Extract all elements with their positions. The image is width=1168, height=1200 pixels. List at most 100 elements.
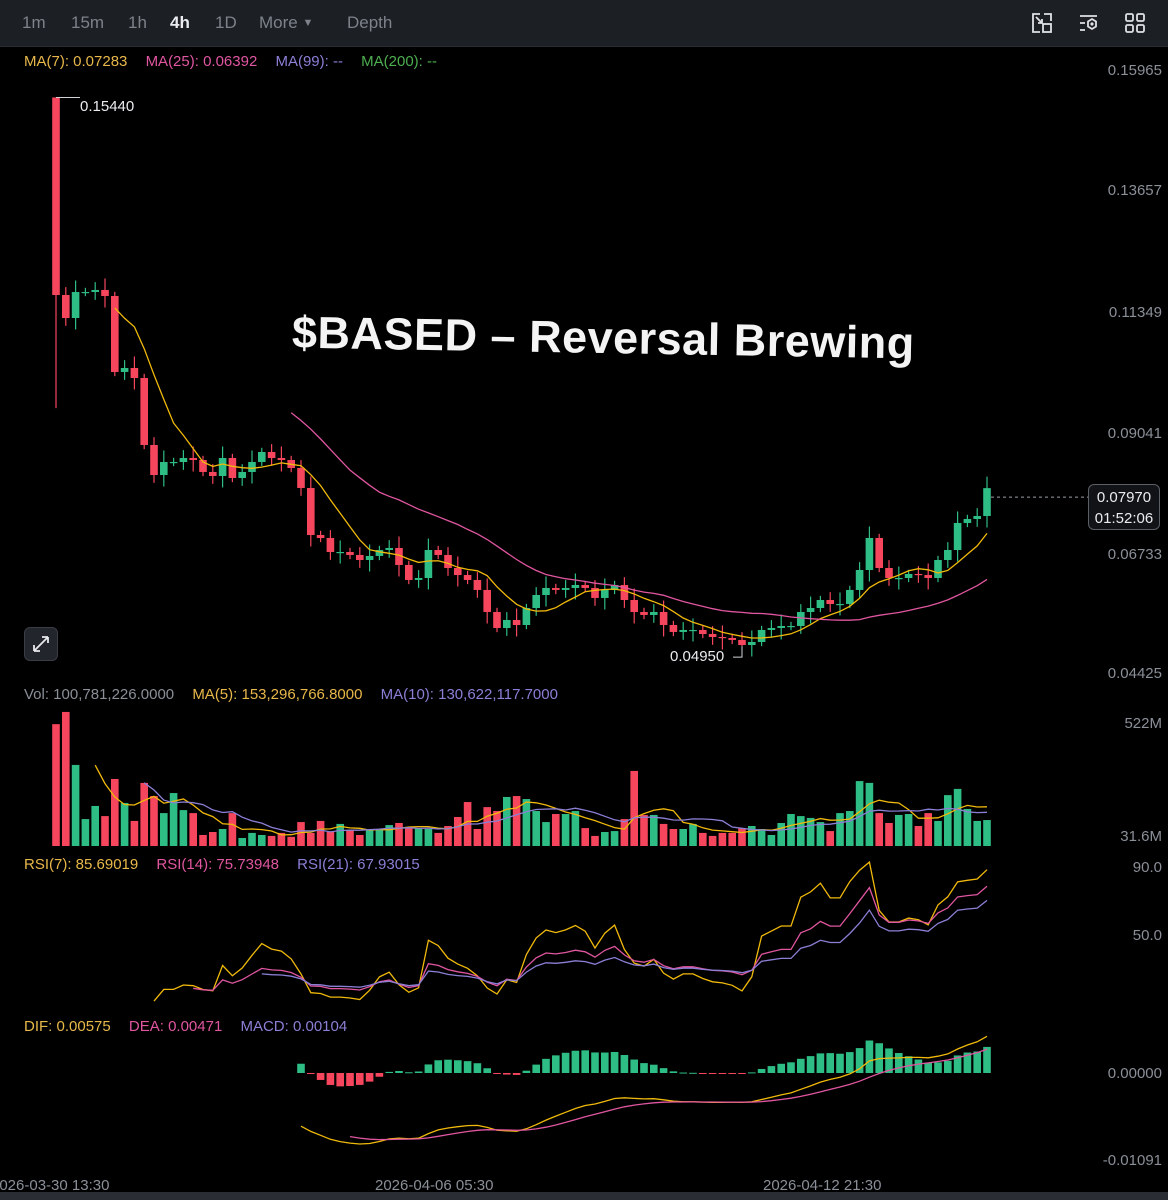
candle-body [620, 584, 629, 601]
candle-body [189, 458, 197, 461]
candle-body [424, 550, 433, 578]
candle-body [307, 487, 315, 535]
time-axis-tick: 2026-04-12 21:30 [763, 1177, 882, 1194]
timeframe-15m[interactable]: 15m [71, 13, 105, 32]
rsi14-value: RSI(14): 75.73948 [156, 856, 279, 873]
macd-histogram-bar [904, 1056, 913, 1073]
volume-bar [552, 814, 560, 846]
volume-axis-tick: 31.6M [1120, 828, 1162, 845]
volume-bar [424, 828, 433, 846]
price-axis-tick: 0.11349 [1108, 304, 1162, 321]
candle-body [640, 611, 648, 615]
candle-body [365, 555, 374, 560]
bottom-scrollbar[interactable] [0, 1192, 1168, 1200]
ma25-value: MA(25): 0.06392 [145, 53, 258, 70]
candle-body [493, 611, 501, 628]
price-axis-tick: 0.06733 [1107, 546, 1162, 563]
candle-body [669, 625, 678, 632]
depth-tab[interactable]: Depth [347, 13, 393, 32]
volume-bar [336, 823, 344, 846]
volume-bar [375, 828, 384, 846]
timeframe-1h[interactable]: 1h [128, 13, 147, 32]
volume-bar [875, 813, 883, 846]
rsi-legend: RSI(7): 85.69019 RSI(14): 75.73948 RSI(2… [24, 856, 434, 873]
candle-body [405, 564, 413, 580]
candle-body [944, 550, 952, 560]
macd-histogram-bar [934, 1062, 942, 1073]
macd-histogram-bar [522, 1070, 531, 1073]
macd-histogram-bar [316, 1073, 325, 1080]
volume-bar [826, 831, 834, 846]
macd-histogram-bar [983, 1046, 991, 1073]
macd-histogram-bar [326, 1073, 335, 1085]
macd-histogram-bar [365, 1073, 374, 1082]
volume-bar [52, 724, 60, 846]
timeframe-1d[interactable]: 1D [215, 13, 237, 32]
macd-histogram-bar [953, 1055, 962, 1073]
indicator-settings-icon[interactable] [1077, 12, 1099, 34]
volume-bar [111, 778, 119, 846]
macd-histogram-bar [944, 1060, 952, 1073]
candle-body [512, 619, 521, 626]
candle-body [434, 550, 442, 555]
macd-histogram-bar [748, 1072, 756, 1074]
candle-body [336, 551, 344, 554]
candle-body [914, 573, 923, 576]
volume-bar [179, 810, 188, 846]
candle-body [62, 294, 70, 319]
volume-bar [708, 835, 717, 846]
volume-legend: Vol: 100,781,226.0000 MA(5): 153,296,766… [24, 686, 572, 703]
candle-body [630, 600, 638, 612]
macd-histogram-bar [571, 1050, 580, 1073]
volume-bar [169, 793, 178, 846]
macd-histogram-bar [659, 1068, 668, 1073]
macd-histogram-bar [855, 1048, 864, 1073]
macd-histogram-bar [630, 1059, 638, 1073]
candle-body [248, 461, 256, 472]
candle-body [346, 551, 354, 555]
candle-body [855, 569, 864, 590]
volume-bar [914, 825, 923, 846]
fullscreen-button[interactable] [24, 627, 58, 661]
ma200-value: MA(200): -- [361, 53, 437, 70]
macd-histogram-bar [914, 1059, 923, 1073]
price-ma-legend: MA(7): 0.07283 MA(25): 0.06392 MA(99): -… [24, 53, 451, 70]
candle-body [885, 568, 893, 578]
grid-layout-icon[interactable] [1124, 12, 1146, 34]
rsi14-line [193, 885, 988, 991]
volume-bar [620, 819, 629, 846]
volume-bar [855, 781, 864, 846]
volume-bar [81, 819, 90, 846]
volume-bar [346, 829, 354, 846]
volume-axis-tick: 522M [1124, 715, 1162, 732]
candle-body [718, 636, 727, 639]
macd-histogram-bar [395, 1070, 403, 1073]
candle-body [218, 458, 227, 477]
macd-histogram-bar [650, 1064, 658, 1073]
macd-histogram-bar [512, 1073, 521, 1075]
ma7-line [114, 307, 988, 639]
timeframe-4h[interactable]: 4h [170, 13, 190, 32]
candle-body [679, 629, 687, 632]
volume-bar [414, 828, 423, 846]
candle-body [238, 471, 246, 478]
candle-body [699, 629, 707, 635]
volume-bar [503, 796, 511, 846]
candle-body [738, 639, 746, 645]
collapse-window-icon[interactable] [1031, 12, 1053, 34]
volume-bar [454, 817, 462, 846]
candle-body [571, 584, 580, 588]
timeframe-1m[interactable]: 1m [22, 13, 46, 32]
volume-bar [581, 828, 589, 846]
volume-value: Vol: 100,781,226.0000 [24, 686, 175, 703]
candle-body [963, 518, 972, 523]
more-dropdown[interactable]: More ▼ [259, 13, 313, 33]
macd-axis-tick: -0.01091 [1102, 1152, 1162, 1169]
candle-body [787, 626, 795, 628]
candle-body [904, 573, 913, 578]
rsi21-line [261, 899, 988, 988]
candle-body [258, 451, 266, 462]
macd-histogram-bar [414, 1071, 423, 1073]
price-axis-tick: 0.13657 [1107, 182, 1162, 199]
